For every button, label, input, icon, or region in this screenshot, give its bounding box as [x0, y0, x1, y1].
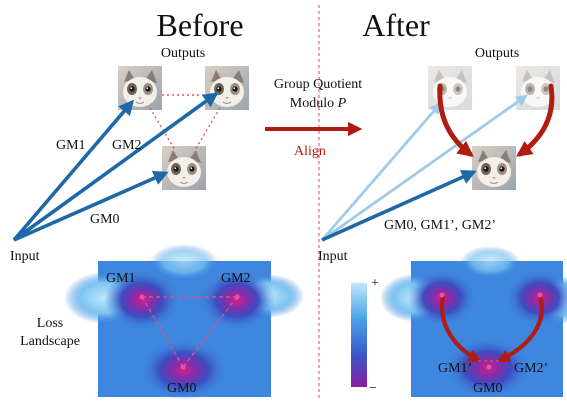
- output-image-gm1-faded: [428, 66, 472, 110]
- minimum-gm2-after: [537, 292, 543, 298]
- input-label-left: Input: [10, 249, 40, 264]
- outputs-label-right: Outputs: [475, 46, 519, 61]
- minimum-gm0-after: [486, 364, 492, 370]
- loss-label-gm1: GM1: [106, 271, 136, 286]
- loss-align-curves: [439, 293, 544, 363]
- heading-before: Before: [156, 7, 243, 43]
- arrows-before: [12, 92, 219, 242]
- minimum-gm1-after: [439, 292, 445, 298]
- output-image-aligned: [472, 146, 516, 190]
- colorbar-minus: −: [369, 381, 377, 396]
- input-label-right: Input: [318, 249, 348, 264]
- outputs-label-left: Outputs: [161, 46, 205, 61]
- loss-label-line1: Loss: [37, 316, 63, 331]
- colorbar: [351, 283, 367, 387]
- label-gm2: GM2: [112, 138, 142, 153]
- heading-after: After: [362, 7, 430, 43]
- output-image-gm1: [118, 66, 162, 110]
- minimum-gm2: [234, 294, 240, 300]
- arrow-after-main: [321, 170, 477, 242]
- colorbar-plus: +: [371, 276, 379, 291]
- loss-landscape-before: [64, 244, 304, 400]
- arrows-after-faded: [320, 94, 528, 242]
- output-image-gm2: [205, 66, 249, 110]
- minimum-gm0: [180, 364, 186, 370]
- loss-label-gm2-prime: GM2’: [514, 361, 548, 376]
- label-after-gms: GM0, GM1’, GM2’: [384, 218, 496, 233]
- output-connections: [149, 94, 221, 151]
- loss-label-gm1-prime: GM1’: [438, 361, 472, 376]
- loss-label-line2: Landscape: [20, 334, 80, 349]
- loss-triangle-before: [141, 296, 238, 368]
- loss-label-gm0-after: GM0: [473, 381, 503, 396]
- output-image-gm0: [162, 146, 206, 190]
- group-quotient-label-line2: Modulo P: [290, 96, 347, 111]
- loss-label-gm0: GM0: [167, 381, 197, 396]
- group-quotient-label-line1: Group Quotient: [274, 77, 362, 92]
- align-curves: [437, 83, 555, 157]
- minimum-gm1: [139, 294, 145, 300]
- loss-label-gm2: GM2: [221, 271, 251, 286]
- align-label: Align: [294, 144, 326, 159]
- label-gm1: GM1: [56, 138, 86, 153]
- label-gm0: GM0: [90, 212, 120, 227]
